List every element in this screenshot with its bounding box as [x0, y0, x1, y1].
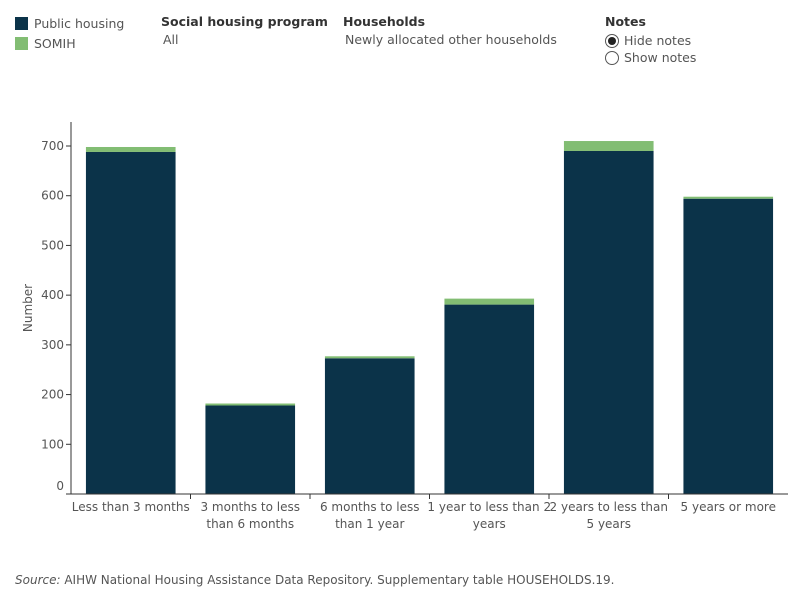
radio-selected-icon [605, 33, 619, 48]
households-filter: Households Newly allocated other househo… [343, 14, 557, 47]
bars [85, 141, 774, 495]
source-lead: Source: [15, 573, 61, 587]
households-filter-value[interactable]: Newly allocated other households [345, 32, 557, 47]
legend-label: Public housing [34, 15, 125, 31]
x-tick-label: 2 years to less than [550, 500, 668, 514]
program-filter-title: Social housing program [161, 14, 328, 29]
bar-public-housing[interactable] [683, 198, 774, 494]
radio-unselected-icon [605, 50, 619, 65]
x-tick-label: 1 year to less than 2 [427, 500, 551, 514]
x-tick-label: 5 years or more [681, 500, 776, 514]
public-housing-swatch [15, 16, 28, 30]
notes-filter: Notes Hide notes Show notes [605, 14, 696, 66]
x-tick-label: 5 years [587, 517, 631, 531]
bar-public-housing[interactable] [85, 151, 176, 495]
bar-somih[interactable] [205, 403, 296, 406]
x-tick-label: Less than 3 months [72, 500, 190, 514]
legend: Public housing SOMIH [15, 13, 124, 53]
legend-item-somih[interactable]: SOMIH [15, 33, 124, 53]
somih-swatch [15, 36, 28, 50]
hide-notes-label: Hide notes [624, 33, 692, 48]
bar-somih[interactable] [85, 146, 176, 152]
program-filter: Social housing program All [161, 14, 328, 47]
bar-somih[interactable] [444, 298, 535, 305]
bar-public-housing[interactable] [563, 150, 654, 494]
x-tick-label: than 1 year [335, 517, 404, 531]
program-filter-value[interactable]: All [163, 32, 179, 47]
bar-somih[interactable] [683, 196, 774, 199]
y-axis: 0 100 200 300 400 500 600 700 [41, 122, 72, 495]
hide-notes-radio[interactable]: Hide notes [605, 32, 696, 49]
y-tick-label: 600 [41, 189, 64, 203]
y-tick-label: 500 [41, 238, 64, 252]
y-axis-label: Number [21, 284, 35, 332]
y-tick-label: 200 [41, 388, 64, 402]
y-tick-label: 100 [41, 437, 64, 451]
show-notes-radio[interactable]: Show notes [605, 49, 696, 66]
y-tick-label: 700 [41, 139, 64, 153]
x-axis: Less than 3 months 3 months to less than 6… [71, 493, 788, 531]
x-tick-label: 3 months to less [200, 500, 300, 514]
bar-somih[interactable] [324, 356, 415, 359]
households-filter-title: Households [343, 14, 426, 29]
source-note: Source: AIHW National Housing Assistance… [15, 573, 615, 587]
notes-filter-title: Notes [605, 14, 646, 29]
x-tick-label: 6 months to less [320, 500, 420, 514]
source-text: AIHW National Housing Assistance Data Re… [60, 573, 615, 587]
bar-somih[interactable] [563, 141, 654, 151]
bar-public-housing[interactable] [444, 304, 535, 494]
bar-public-housing[interactable] [205, 405, 296, 494]
y-tick-label: 0 [56, 479, 64, 493]
bar-public-housing[interactable] [324, 358, 415, 494]
y-tick-label: 400 [41, 288, 64, 302]
legend-label: SOMIH [34, 35, 76, 51]
x-tick-label: years [473, 517, 506, 531]
y-tick-label: 300 [41, 338, 64, 352]
show-notes-label: Show notes [624, 50, 697, 65]
x-tick-label: than 6 months [206, 517, 294, 531]
legend-item-public-housing[interactable]: Public housing [15, 13, 124, 33]
